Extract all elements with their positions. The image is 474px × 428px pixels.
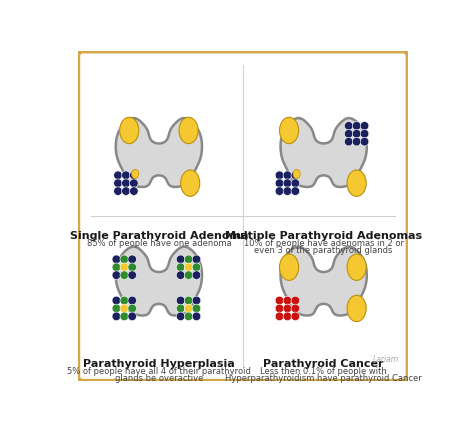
Ellipse shape [347,295,366,321]
Ellipse shape [131,169,139,178]
Text: 10% of people have adenomas in 2 or: 10% of people have adenomas in 2 or [244,239,404,248]
Circle shape [176,255,185,264]
Circle shape [122,179,130,187]
Circle shape [128,263,137,271]
Circle shape [360,137,369,146]
Ellipse shape [280,254,299,280]
Circle shape [275,312,284,321]
Polygon shape [281,118,367,187]
Circle shape [184,296,193,305]
Circle shape [184,304,193,313]
Ellipse shape [347,254,366,280]
Circle shape [129,171,138,179]
Circle shape [120,304,128,313]
Circle shape [129,187,138,196]
Circle shape [184,255,193,264]
Circle shape [360,122,369,130]
Ellipse shape [347,170,366,196]
Circle shape [283,171,292,179]
Circle shape [275,296,284,305]
Circle shape [275,187,284,196]
Circle shape [112,312,121,321]
Circle shape [192,263,201,271]
Circle shape [283,187,292,196]
Circle shape [120,263,128,271]
Text: Hyperparathyroidism have parathyroid Cancer: Hyperparathyroidism have parathyroid Can… [225,374,422,383]
Circle shape [283,296,292,305]
Circle shape [192,271,201,279]
Circle shape [291,312,300,321]
Circle shape [120,271,128,279]
Circle shape [291,187,300,196]
Circle shape [283,179,292,187]
Circle shape [184,271,193,279]
Circle shape [184,312,193,321]
Text: Lariam: Lariam [373,355,400,364]
Circle shape [283,304,292,313]
Circle shape [192,255,201,264]
Circle shape [192,296,201,305]
Circle shape [352,137,361,146]
Circle shape [128,296,137,305]
Circle shape [192,312,201,321]
Circle shape [283,312,292,321]
Circle shape [291,304,300,313]
Circle shape [184,263,193,271]
Circle shape [128,312,137,321]
Ellipse shape [293,169,300,178]
Circle shape [129,179,138,187]
Circle shape [176,312,185,321]
Circle shape [176,296,185,305]
Circle shape [114,179,122,187]
Circle shape [291,179,300,187]
Circle shape [128,255,137,264]
Text: Single Parathyroid Adenoma: Single Parathyroid Adenoma [70,231,248,241]
Circle shape [345,122,353,130]
Circle shape [114,187,122,196]
Circle shape [112,296,121,305]
Circle shape [120,312,128,321]
Circle shape [120,296,128,305]
Ellipse shape [119,117,139,144]
Circle shape [176,304,185,313]
Text: 85% of people have one adenoma: 85% of people have one adenoma [87,239,231,248]
Circle shape [291,296,300,305]
Circle shape [122,187,130,196]
Circle shape [275,171,284,179]
Text: glands be overactive: glands be overactive [115,374,203,383]
Text: Multiple Parathyroid Adenomas: Multiple Parathyroid Adenomas [225,231,422,241]
Circle shape [291,171,300,179]
Circle shape [176,271,185,279]
Text: Parathyroid Hyperplasia: Parathyroid Hyperplasia [83,359,235,369]
Circle shape [128,304,137,313]
Circle shape [275,179,284,187]
Circle shape [112,263,121,271]
Circle shape [345,129,353,138]
Ellipse shape [179,117,198,144]
Circle shape [112,271,121,279]
Text: even 3 of the parathyroid glands: even 3 of the parathyroid glands [255,247,393,256]
Polygon shape [281,247,367,315]
Circle shape [112,304,121,313]
Text: Parathyroid Cancer: Parathyroid Cancer [264,359,384,369]
Circle shape [114,171,122,179]
Polygon shape [116,247,202,315]
Ellipse shape [280,117,299,144]
Circle shape [360,129,369,138]
Circle shape [176,263,185,271]
Circle shape [112,255,121,264]
Circle shape [345,137,353,146]
Circle shape [120,255,128,264]
Text: Less then 0.1% of people with: Less then 0.1% of people with [260,367,387,376]
Circle shape [352,129,361,138]
Circle shape [275,304,284,313]
Circle shape [352,122,361,130]
Circle shape [192,304,201,313]
Circle shape [122,171,130,179]
Circle shape [128,271,137,279]
Polygon shape [116,118,202,187]
Ellipse shape [181,170,200,196]
FancyBboxPatch shape [78,51,408,381]
Text: 5% of people have all 4 of their parathyroid: 5% of people have all 4 of their parathy… [67,367,251,376]
